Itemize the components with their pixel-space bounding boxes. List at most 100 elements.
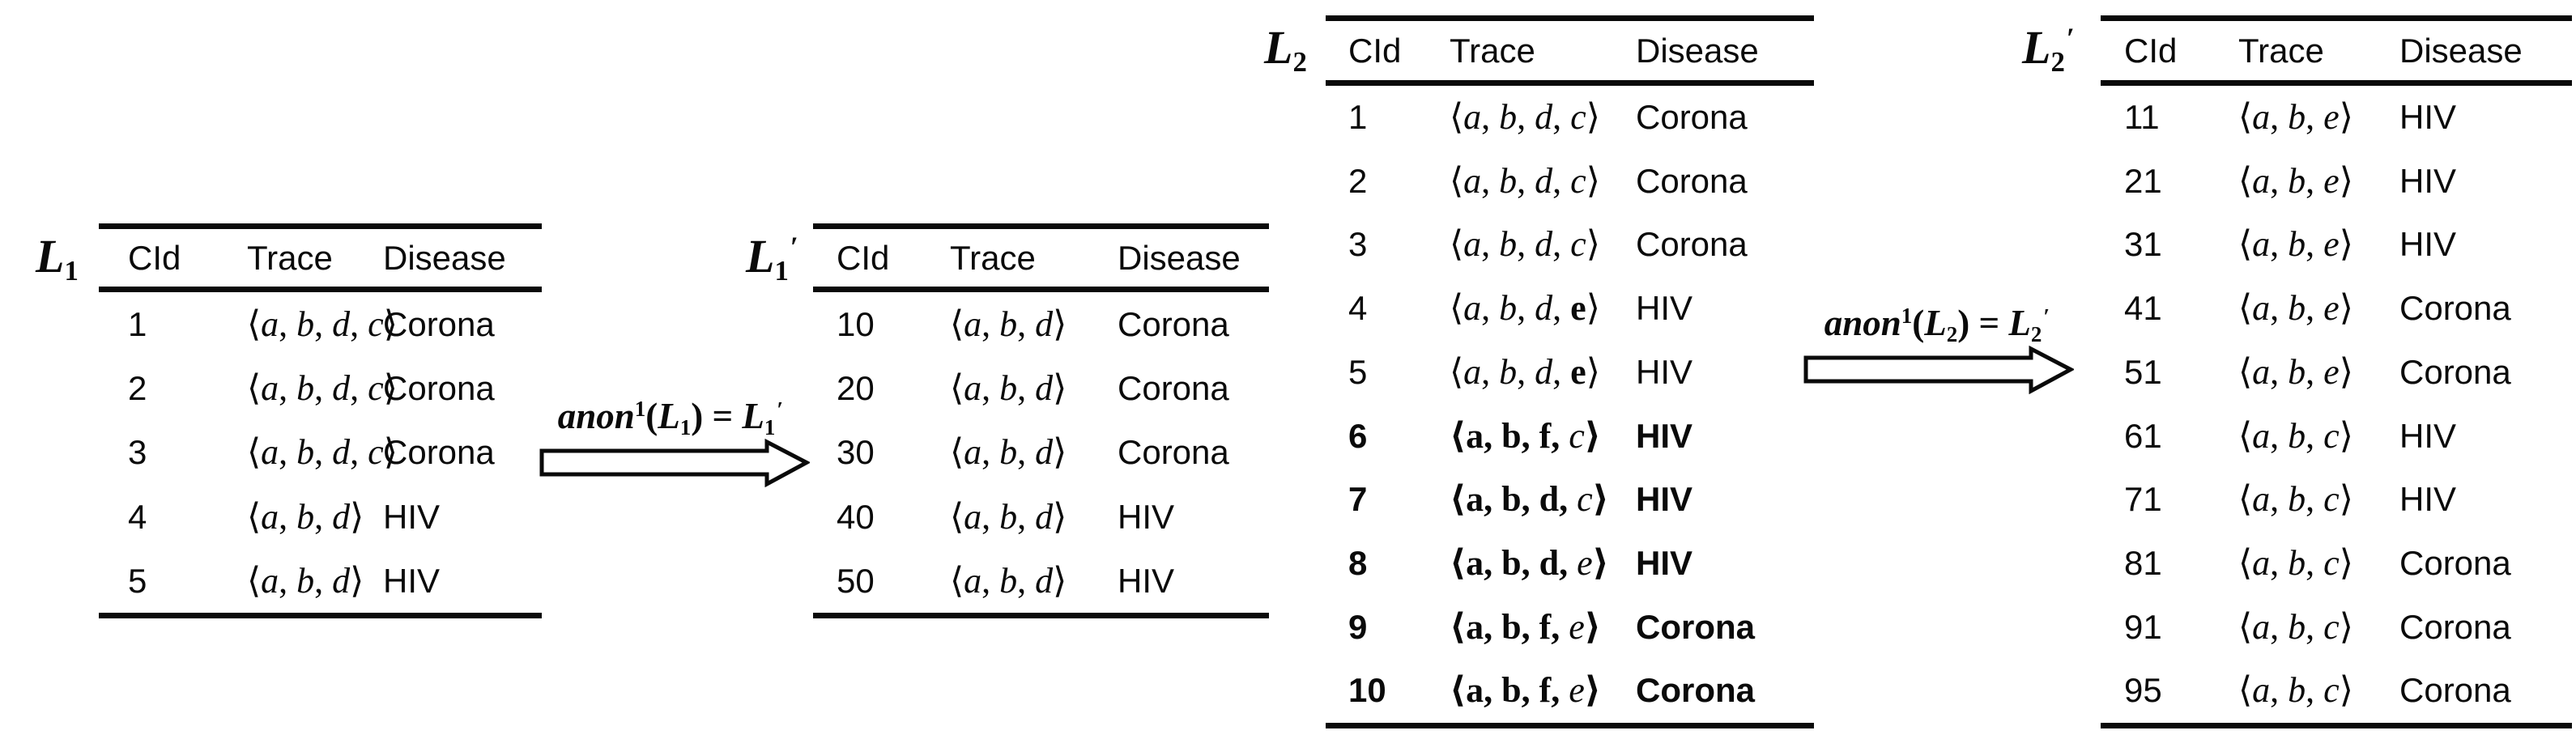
activity-b: b (296, 432, 315, 473)
cell-disease: HIV (1636, 543, 1693, 582)
table-row: 71 ⟨a, b, c⟩ HIV (2101, 468, 2572, 532)
angle-bracket-open: ⟨ (2238, 351, 2253, 392)
angle-bracket-close: ⟩ (1586, 160, 1600, 201)
activity-a: a (2252, 160, 2271, 201)
cell-cid: 81 (2124, 543, 2162, 582)
activity-e: e (1569, 670, 1585, 711)
activity-e: e (1570, 351, 1586, 392)
table-row: 9 ⟨a, b, f, e⟩ Corona (1326, 596, 1814, 660)
trace-sequence: ⟨a, b, c⟩ (2238, 416, 2353, 456)
angle-bracket-open: ⟨ (950, 560, 964, 601)
activity-c: c (2323, 606, 2340, 647)
activity-b: b (2288, 288, 2306, 329)
table-row: 31 ⟨a, b, e⟩ HIV (2101, 213, 2572, 277)
activity-d: d (332, 560, 351, 601)
trace-separator: , (1551, 415, 1569, 456)
activity-d: d (1035, 304, 1054, 344)
activity-a: a (2252, 415, 2271, 456)
paren-open: ( (645, 396, 658, 436)
cell-cid: 1 (1348, 98, 1368, 136)
table-L1: L1 CId Trace Disease 1 ⟨a, b, d, c⟩ Corona 2 ⟨a,… (36, 223, 542, 624)
math-subscript: 1 (764, 414, 776, 440)
activity-a: a (964, 368, 982, 409)
trace-separator: , (1481, 97, 1500, 137)
activity-b: b (1499, 160, 1518, 201)
trace-separator: , (1484, 606, 1502, 647)
trace-separator: , (1017, 496, 1036, 537)
angle-bracket-open: ⟨ (1450, 415, 1467, 456)
cell-disease: Corona (1118, 305, 1229, 343)
activity-a: a (2252, 224, 2271, 265)
angle-bracket-open: ⟨ (2238, 160, 2253, 201)
trace-sequence: ⟨a, b, d, c⟩ (1450, 479, 1609, 519)
trace-sequence: ⟨a, b, d⟩ (247, 561, 364, 601)
cell-disease: Corona (2399, 607, 2511, 646)
cell-trace: ⟨a, b, f, c⟩ (1450, 405, 1601, 477)
math-symbol: L (742, 396, 764, 436)
angle-bracket-open: ⟨ (2238, 415, 2253, 456)
cell-trace: ⟨a, b, d⟩ (247, 549, 364, 621)
trace-separator: , (2306, 224, 2324, 265)
trace-separator: , (2306, 670, 2324, 711)
cell-trace: ⟨a, b, d, e⟩ (1450, 532, 1609, 604)
trace-separator: , (1559, 479, 1578, 520)
activity-d: d (1539, 542, 1560, 583)
activity-a: a (2252, 288, 2271, 329)
trace-separator: , (350, 368, 368, 409)
trace-separator: , (1552, 160, 1571, 201)
cell-disease: Corona (383, 369, 495, 408)
trace-separator: , (1521, 606, 1539, 647)
column-header-disease: Disease (383, 239, 506, 277)
table-row: 4 ⟨a, b, d, e⟩ HIV (1326, 277, 1814, 341)
cell-cid: 51 (2124, 352, 2162, 391)
angle-bracket-open: ⟨ (2238, 479, 2253, 520)
activity-b: b (296, 560, 315, 601)
cell-trace: ⟨a, b, d, c⟩ (1450, 86, 1600, 158)
cell-trace: ⟨a, b, d, c⟩ (247, 420, 398, 492)
activity-b: b (1499, 288, 1518, 329)
trace-separator: , (2270, 351, 2289, 392)
activity-d: d (1035, 368, 1054, 409)
activity-d: d (1035, 560, 1054, 601)
trace-separator: , (314, 304, 333, 344)
activity-d: d (1535, 351, 1553, 392)
math-symbol: L (36, 230, 65, 282)
activity-a: a (1463, 97, 1482, 137)
cell-disease: Corona (2399, 352, 2511, 391)
table-row: 30 ⟨a, b, d⟩ Corona (813, 420, 1269, 484)
cell-cid: 40 (837, 497, 875, 536)
cell-disease: HIV (1118, 497, 1175, 536)
trace-separator: , (1484, 542, 1502, 583)
activity-a: a (2252, 479, 2271, 520)
cell-disease: Corona (1636, 607, 1755, 646)
table-row: 2 ⟨a, b, d, c⟩ Corona (99, 356, 542, 420)
cell-disease: Corona (1118, 433, 1229, 472)
trace-separator: , (1484, 479, 1502, 520)
table-top-rule (813, 223, 1269, 229)
cell-cid: 9 (1348, 607, 1368, 646)
activity-b: b (2288, 224, 2306, 265)
activity-c: c (2323, 542, 2340, 583)
angle-bracket-close: ⟩ (1586, 288, 1600, 329)
cell-trace: ⟨a, b, d, c⟩ (1450, 468, 1609, 540)
right-arrow-icon (1803, 346, 2074, 394)
table-bottom-rule (2101, 723, 2572, 728)
angle-bracket-close: ⟩ (2339, 670, 2353, 711)
cell-trace: ⟨a, b, e⟩ (2238, 86, 2353, 158)
paren-open: ( (1912, 303, 1925, 343)
angle-bracket-close: ⟩ (2339, 97, 2353, 137)
table-row: 20 ⟨a, b, d⟩ Corona (813, 356, 1269, 420)
angle-bracket-open: ⟨ (950, 304, 964, 344)
activity-a: a (261, 304, 279, 344)
angle-bracket-open: ⟨ (247, 432, 262, 473)
table-L2: L2 CId Trace Disease 1 ⟨a, b, d, c⟩ Corona 2 ⟨a,… (1264, 15, 1814, 734)
angle-bracket-close: ⟩ (383, 368, 398, 409)
cell-trace: ⟨a, b, c⟩ (2238, 596, 2353, 668)
trace-sequence: ⟨a, b, d, e⟩ (1450, 288, 1600, 328)
trace-separator: , (1517, 160, 1535, 201)
trace-separator: , (279, 496, 297, 537)
table-label-L2: L2 (1264, 24, 1307, 76)
activity-b: b (999, 304, 1018, 344)
activity-a: a (964, 304, 982, 344)
